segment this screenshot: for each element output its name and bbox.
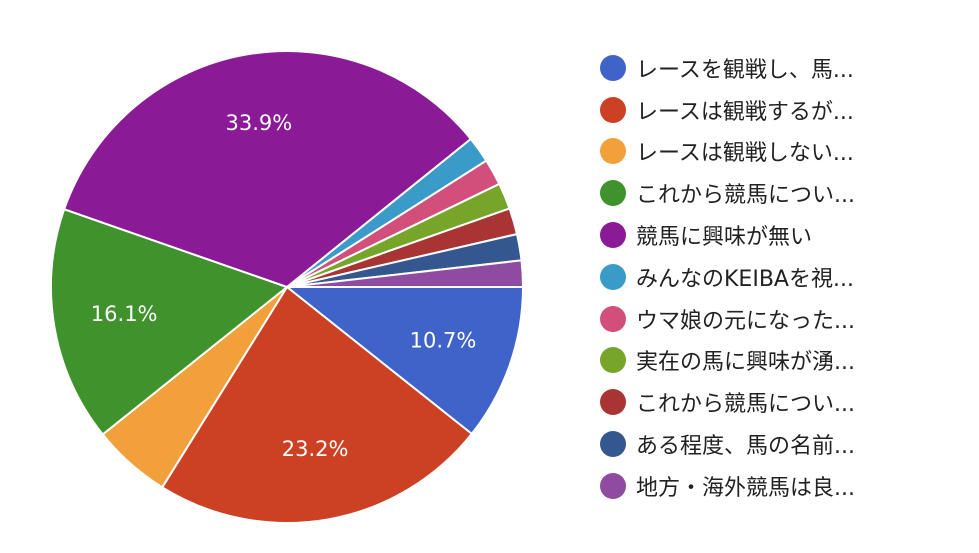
legend-swatch bbox=[600, 305, 626, 332]
legend-item-0[interactable]: レースを観戦し、馬... bbox=[600, 47, 970, 89]
slice-label-0: 10.7% bbox=[410, 328, 477, 352]
legend-item-1[interactable]: レースは観戦するが... bbox=[600, 89, 970, 131]
legend-item-3[interactable]: これから競馬につい... bbox=[600, 172, 970, 214]
legend-item-4[interactable]: 競馬に興味が無い bbox=[600, 214, 970, 256]
legend-swatch bbox=[600, 263, 626, 290]
legend-item-2[interactable]: レースは観戦しない... bbox=[600, 131, 970, 173]
legend-swatch bbox=[600, 347, 626, 374]
legend-swatch bbox=[600, 431, 626, 458]
legend-item-7[interactable]: 実在の馬に興味が湧... bbox=[600, 340, 970, 382]
legend-item-10[interactable]: 地方・海外競馬は良... bbox=[600, 465, 970, 507]
legend-label: これから競馬につい... bbox=[636, 183, 855, 209]
pie-slice-10 bbox=[286, 259, 525, 288]
legend-label: 地方・海外競馬は良... bbox=[636, 475, 855, 501]
legend-label: これから競馬につい... bbox=[636, 392, 855, 418]
slice-label-1: 23.2% bbox=[282, 437, 349, 461]
legend-label: レースは観戦するが... bbox=[636, 99, 854, 125]
pie-slice-1 bbox=[160, 285, 474, 524]
legend-swatch bbox=[600, 389, 626, 416]
legend-label: 競馬に興味が無い bbox=[636, 225, 813, 251]
pie-plot-area: 10.7% 23.2% 16.1% 33.9% bbox=[50, 50, 525, 524]
legend: レースを観戦し、馬... レースは観戦するが... レースは観戦しない... これから… bbox=[600, 47, 970, 507]
legend-swatch bbox=[600, 180, 626, 207]
legend-label: レースを観戦し、馬... bbox=[636, 57, 854, 83]
legend-label: 実在の馬に興味が湧... bbox=[636, 350, 855, 376]
pie-slice-4 bbox=[62, 50, 473, 289]
slice-label-4: 33.9% bbox=[226, 111, 293, 135]
legend-item-5[interactable]: みんなのKEIBAを視... bbox=[600, 256, 970, 298]
legend-swatch bbox=[600, 138, 626, 165]
legend-label: レースは観戦しない... bbox=[636, 141, 854, 167]
legend-label: ウマ娘の元になった... bbox=[636, 308, 855, 334]
legend-swatch bbox=[600, 96, 626, 123]
pie-slice-3 bbox=[50, 207, 290, 436]
legend-swatch bbox=[600, 54, 626, 81]
legend-label: ある程度、馬の名前... bbox=[636, 434, 855, 460]
pie-slice-0 bbox=[284, 286, 525, 436]
slice-label-3: 16.1% bbox=[91, 302, 158, 326]
legend-swatch bbox=[600, 222, 626, 249]
legend-item-9[interactable]: ある程度、馬の名前... bbox=[600, 423, 970, 465]
legend-swatch bbox=[600, 472, 626, 499]
legend-item-6[interactable]: ウマ娘の元になった... bbox=[600, 298, 970, 340]
legend-label: みんなのKEIBAを視... bbox=[636, 266, 854, 292]
legend-item-8[interactable]: これから競馬につい... bbox=[600, 381, 970, 423]
